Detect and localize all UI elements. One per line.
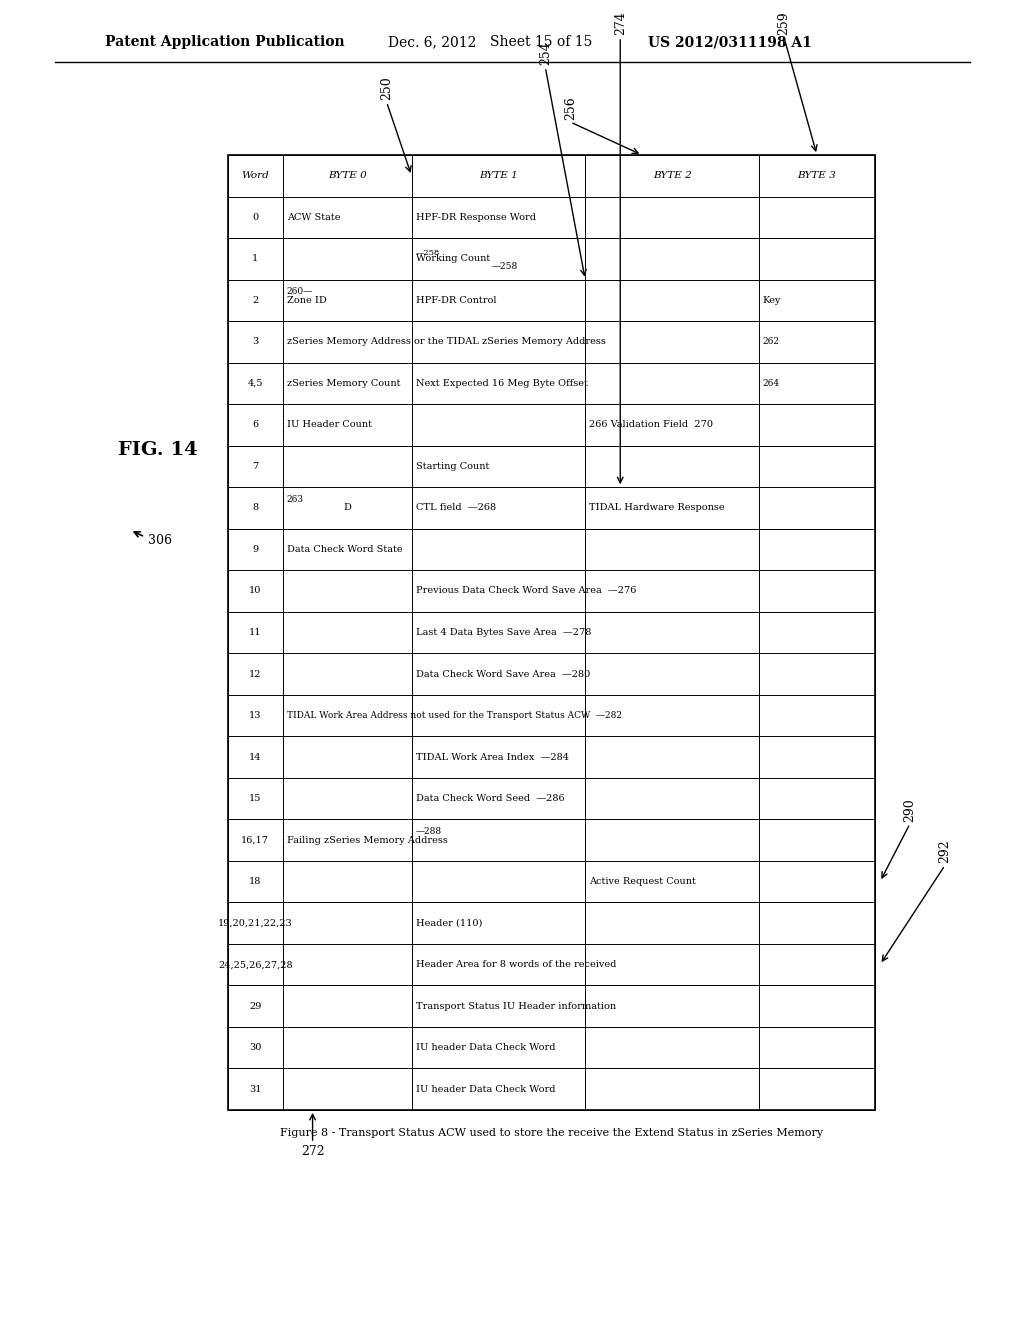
Text: 262: 262 bbox=[763, 338, 780, 346]
Text: 2: 2 bbox=[252, 296, 258, 305]
Text: Header Area for 8 words of the received: Header Area for 8 words of the received bbox=[416, 960, 616, 969]
Text: Dec. 6, 2012: Dec. 6, 2012 bbox=[388, 36, 476, 49]
Text: TIDAL Work Area Address not used for the Transport Status ACW  —282: TIDAL Work Area Address not used for the… bbox=[287, 711, 622, 719]
Text: 263: 263 bbox=[287, 495, 303, 504]
Text: BYTE 3: BYTE 3 bbox=[798, 172, 837, 181]
Text: Active Request Count: Active Request Count bbox=[589, 876, 696, 886]
Text: 18: 18 bbox=[249, 876, 261, 886]
Text: Patent Application Publication: Patent Application Publication bbox=[105, 36, 345, 49]
Text: 10: 10 bbox=[249, 586, 261, 595]
Text: 259: 259 bbox=[777, 12, 791, 36]
Text: Previous Data Check Word Save Area  —276: Previous Data Check Word Save Area —276 bbox=[416, 586, 636, 595]
Text: 16,17: 16,17 bbox=[242, 836, 269, 845]
Text: TIDAL Work Area Index  —284: TIDAL Work Area Index —284 bbox=[416, 752, 568, 762]
Text: —258: —258 bbox=[492, 263, 518, 272]
Text: 12: 12 bbox=[249, 669, 261, 678]
Text: 266 Validation Field  270: 266 Validation Field 270 bbox=[589, 420, 714, 429]
Text: 6: 6 bbox=[252, 420, 258, 429]
Text: Working Count: Working Count bbox=[416, 255, 489, 263]
Bar bbox=[228, 154, 874, 1110]
Text: —288: —288 bbox=[416, 826, 441, 836]
Text: Failing zSeries Memory Address: Failing zSeries Memory Address bbox=[287, 836, 447, 845]
Text: 260—: 260— bbox=[287, 286, 312, 296]
Text: Zone ID: Zone ID bbox=[287, 296, 327, 305]
Text: zSeries Memory Count: zSeries Memory Count bbox=[287, 379, 400, 388]
Text: Sheet 15 of 15: Sheet 15 of 15 bbox=[490, 36, 592, 49]
Text: Key: Key bbox=[763, 296, 781, 305]
Text: 19,20,21,22,23: 19,20,21,22,23 bbox=[218, 919, 293, 928]
Text: 272: 272 bbox=[301, 1144, 325, 1158]
Text: 24,25,26,27,28: 24,25,26,27,28 bbox=[218, 960, 293, 969]
Text: zSeries Memory Address or the TIDAL zSeries Memory Address: zSeries Memory Address or the TIDAL zSer… bbox=[287, 338, 605, 346]
Text: BYTE 0: BYTE 0 bbox=[328, 172, 367, 181]
Text: FIG. 14: FIG. 14 bbox=[118, 441, 198, 459]
Text: Header (110): Header (110) bbox=[416, 919, 482, 928]
Text: Next Expected 16 Meg Byte Offset: Next Expected 16 Meg Byte Offset bbox=[416, 379, 588, 388]
Text: 4,5: 4,5 bbox=[248, 379, 263, 388]
Text: IU header Data Check Word: IU header Data Check Word bbox=[416, 1085, 555, 1094]
Text: 250: 250 bbox=[380, 77, 393, 100]
Text: Starting Count: Starting Count bbox=[416, 462, 488, 471]
Text: BYTE 2: BYTE 2 bbox=[652, 172, 691, 181]
Text: BYTE 1: BYTE 1 bbox=[479, 172, 518, 181]
Text: 8: 8 bbox=[252, 503, 258, 512]
Text: Last 4 Data Bytes Save Area  —278: Last 4 Data Bytes Save Area —278 bbox=[416, 628, 591, 638]
Text: 9: 9 bbox=[252, 545, 258, 554]
Text: Transport Status IU Header information: Transport Status IU Header information bbox=[416, 1002, 615, 1011]
Text: 254: 254 bbox=[539, 41, 552, 65]
Text: Data Check Word Save Area  —280: Data Check Word Save Area —280 bbox=[416, 669, 590, 678]
Text: —258: —258 bbox=[416, 248, 440, 257]
Text: 30: 30 bbox=[249, 1043, 261, 1052]
Text: HPF-DR Control: HPF-DR Control bbox=[416, 296, 496, 305]
Text: IU header Data Check Word: IU header Data Check Word bbox=[416, 1043, 555, 1052]
Text: Figure 8 - Transport Status ACW used to store the receive the Extend Status in z: Figure 8 - Transport Status ACW used to … bbox=[280, 1129, 823, 1138]
Text: US 2012/0311198 A1: US 2012/0311198 A1 bbox=[648, 36, 812, 49]
Text: 1: 1 bbox=[252, 255, 258, 263]
Text: 29: 29 bbox=[249, 1002, 261, 1011]
Text: 306: 306 bbox=[148, 533, 172, 546]
Text: 11: 11 bbox=[249, 628, 261, 638]
Text: 274: 274 bbox=[613, 12, 627, 36]
Text: 15: 15 bbox=[249, 795, 261, 803]
Text: 0: 0 bbox=[252, 213, 258, 222]
Text: ACW State: ACW State bbox=[287, 213, 340, 222]
Text: D: D bbox=[343, 503, 351, 512]
Text: 3: 3 bbox=[252, 338, 258, 346]
Text: TIDAL Hardware Response: TIDAL Hardware Response bbox=[589, 503, 725, 512]
Text: Data Check Word Seed  —286: Data Check Word Seed —286 bbox=[416, 795, 564, 803]
Text: CTL field  —268: CTL field —268 bbox=[416, 503, 496, 512]
Text: 264: 264 bbox=[763, 379, 780, 388]
Text: 13: 13 bbox=[249, 711, 261, 719]
Text: 256: 256 bbox=[564, 96, 577, 120]
Text: 290: 290 bbox=[903, 797, 916, 821]
Text: 7: 7 bbox=[252, 462, 258, 471]
Text: Word: Word bbox=[242, 172, 269, 181]
Text: 31: 31 bbox=[249, 1085, 261, 1094]
Text: 14: 14 bbox=[249, 752, 261, 762]
Text: 292: 292 bbox=[939, 840, 951, 863]
Text: Data Check Word State: Data Check Word State bbox=[287, 545, 402, 554]
Text: HPF-DR Response Word: HPF-DR Response Word bbox=[416, 213, 536, 222]
Text: IU Header Count: IU Header Count bbox=[287, 420, 372, 429]
